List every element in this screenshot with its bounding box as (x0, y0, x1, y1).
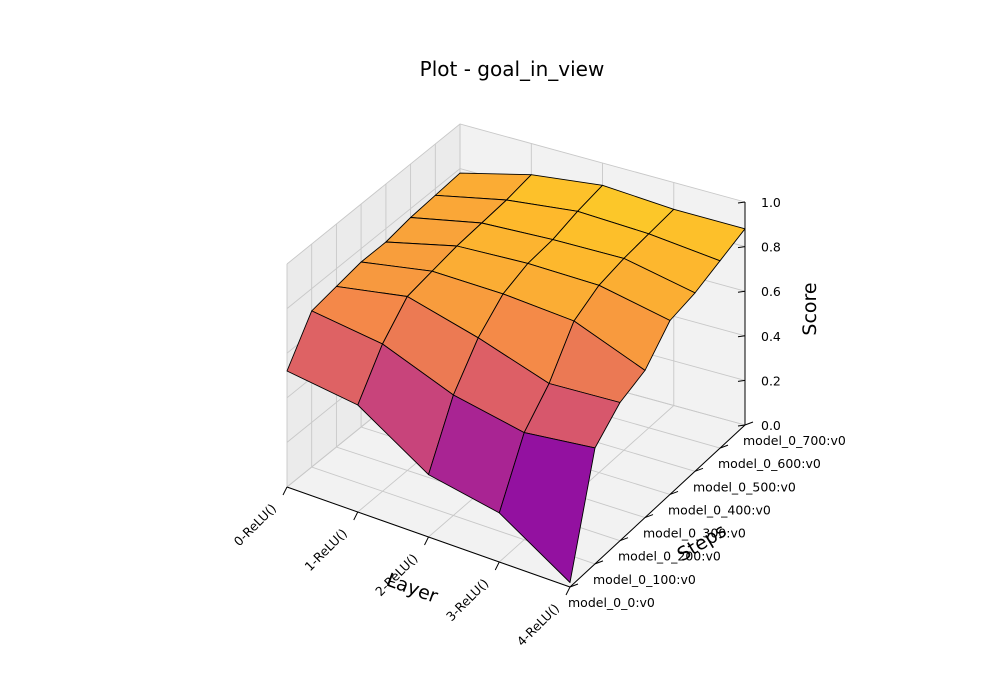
z-tick-label: 1.0 (761, 195, 781, 210)
z-tick-label: 0.8 (761, 240, 781, 255)
z-tick-label: 0.2 (761, 373, 781, 388)
y-tick-label: model_0_0:v0 (568, 595, 655, 610)
chart-title: Plot - goal_in_view (420, 57, 605, 81)
x-tick-label: 4-ReLU() (514, 601, 562, 649)
surface-face (498, 432, 596, 583)
x-tick-label: 1-ReLU() (301, 526, 349, 574)
z-tick-label: 0.6 (761, 284, 781, 299)
x-tick (494, 561, 500, 571)
y-tick (569, 583, 579, 588)
grid-line-z (286, 123, 746, 265)
y-axis-line (569, 424, 746, 588)
y-tick (694, 467, 704, 472)
y-tick (669, 490, 679, 495)
z-tick (737, 424, 746, 427)
z-tick (737, 379, 746, 382)
x-axis-label: Layer (383, 569, 440, 608)
z-tick (737, 201, 746, 204)
y-tick-label: model_0_300:v0 (643, 526, 746, 541)
x-tick (424, 536, 429, 546)
x-tick-label: 3-ReLU() (443, 576, 491, 624)
x-tick (353, 511, 359, 521)
z-tick (737, 246, 746, 249)
y-tick-label: model_0_700:v0 (743, 433, 846, 448)
y-tick-label: model_0_100:v0 (593, 572, 696, 587)
y-tick (719, 444, 729, 449)
y-tick (744, 421, 754, 426)
z-tick (737, 335, 746, 338)
y-tick-label: model_0_500:v0 (693, 479, 796, 494)
y-tick (644, 514, 654, 519)
y-tick-label: model_0_200:v0 (618, 549, 721, 564)
x-tick-label: 0-ReLU() (231, 501, 279, 549)
y-tick-label: model_0_400:v0 (668, 502, 771, 517)
x-tick (282, 486, 288, 496)
y-tick (619, 537, 629, 542)
y-tick-label: model_0_600:v0 (718, 456, 821, 471)
surface (286, 172, 746, 583)
z-tick-label: 0.4 (761, 329, 781, 344)
x-tick (565, 586, 571, 596)
z-tick-label: 0.0 (761, 418, 781, 433)
z-axis-label: Score (799, 282, 821, 335)
y-tick (594, 560, 604, 565)
z-tick (737, 290, 746, 293)
